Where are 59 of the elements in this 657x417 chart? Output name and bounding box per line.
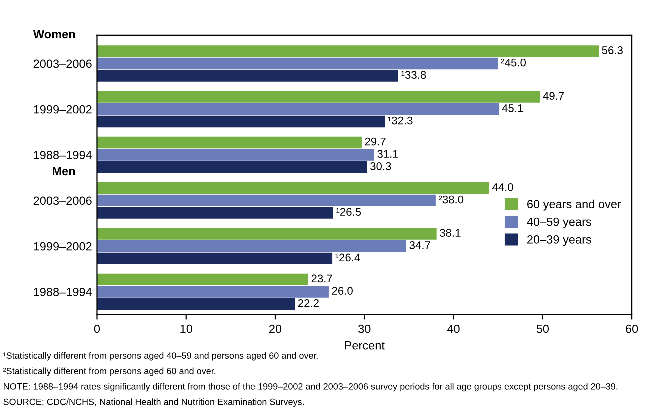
data-label: 22.2 bbox=[298, 299, 319, 308]
bar bbox=[97, 162, 368, 174]
data-label: 38.1 bbox=[440, 229, 461, 238]
text: NOTE: 1988–1994 rates significantly different from those of the 1999–2002 and 2003–2006 survey periods for all age groups except persons aged 20–39. bbox=[4, 383, 618, 392]
bar bbox=[97, 46, 600, 58]
y-tick-label: 2003–2006 bbox=[34, 196, 92, 206]
bar bbox=[97, 286, 329, 298]
bar bbox=[97, 70, 399, 82]
source-note: SOURCE: CDC/NCHS, National Health and Nutrition Examination Surveys. bbox=[4, 398, 304, 408]
data-label: 26.0 bbox=[332, 287, 353, 295]
data-label: 34.7 bbox=[410, 241, 430, 250]
bar bbox=[97, 240, 407, 252]
text: ¹Statistically different from persons aged 40–59 and persons aged 60 and over. bbox=[4, 352, 318, 361]
bar bbox=[97, 228, 437, 240]
data-label: 30.3 bbox=[370, 162, 392, 170]
y-tick-label: 1988–1994 bbox=[34, 288, 92, 296]
legend-label: 20–39 years bbox=[528, 236, 592, 246]
data-label: ¹33.8 bbox=[402, 71, 426, 80]
text: ²Statistically different from persons aged 60 and over. bbox=[3, 368, 216, 376]
data-label: 23.7 bbox=[312, 274, 332, 283]
y-tick-label: 1988–1994 bbox=[34, 151, 92, 160]
x-tick-label: 0 bbox=[94, 324, 100, 334]
x-tick-label: 60 bbox=[626, 324, 638, 334]
data-label: 29.7 bbox=[365, 138, 386, 146]
y-tick-label: 1999–2002 bbox=[34, 105, 92, 114]
data-label: ¹26.5 bbox=[336, 208, 362, 216]
bar bbox=[97, 274, 308, 286]
data-label: ²45.0 bbox=[501, 58, 526, 67]
bar bbox=[97, 58, 498, 70]
data-label: 44.0 bbox=[492, 183, 514, 192]
x-tick-label: 40 bbox=[447, 324, 460, 334]
data-label: 31.1 bbox=[378, 150, 398, 158]
x-tick-label: 10 bbox=[180, 324, 192, 334]
text: Men bbox=[53, 167, 76, 176]
bar bbox=[97, 91, 540, 103]
data-label: ¹26.4 bbox=[336, 254, 360, 262]
data-label: 45.1 bbox=[502, 104, 524, 112]
bar bbox=[97, 182, 490, 194]
legend-label: 60 years and over bbox=[528, 200, 622, 211]
data-label: ²38.0 bbox=[438, 196, 464, 204]
bar bbox=[97, 149, 374, 161]
x-axis-title: Percent bbox=[345, 342, 385, 350]
bar bbox=[97, 298, 296, 310]
bar bbox=[97, 136, 362, 149]
x-tick-label: 50 bbox=[536, 324, 550, 334]
bar bbox=[97, 104, 500, 116]
legend-label: 40–59 years bbox=[527, 218, 592, 229]
y-tick-label: 1999–2002 bbox=[34, 242, 92, 251]
data-label: ¹32.3 bbox=[388, 116, 413, 125]
x-tick-label: 30 bbox=[358, 324, 371, 334]
data-label: 49.7 bbox=[543, 92, 564, 100]
text: Women bbox=[33, 30, 76, 39]
y-tick-label: 2003–2006 bbox=[34, 60, 92, 68]
bar bbox=[97, 207, 334, 219]
bar bbox=[97, 194, 436, 207]
x-tick-label: 20 bbox=[270, 324, 282, 334]
bar bbox=[97, 116, 386, 128]
bar bbox=[97, 252, 333, 265]
data-label: 56.3 bbox=[602, 46, 623, 54]
